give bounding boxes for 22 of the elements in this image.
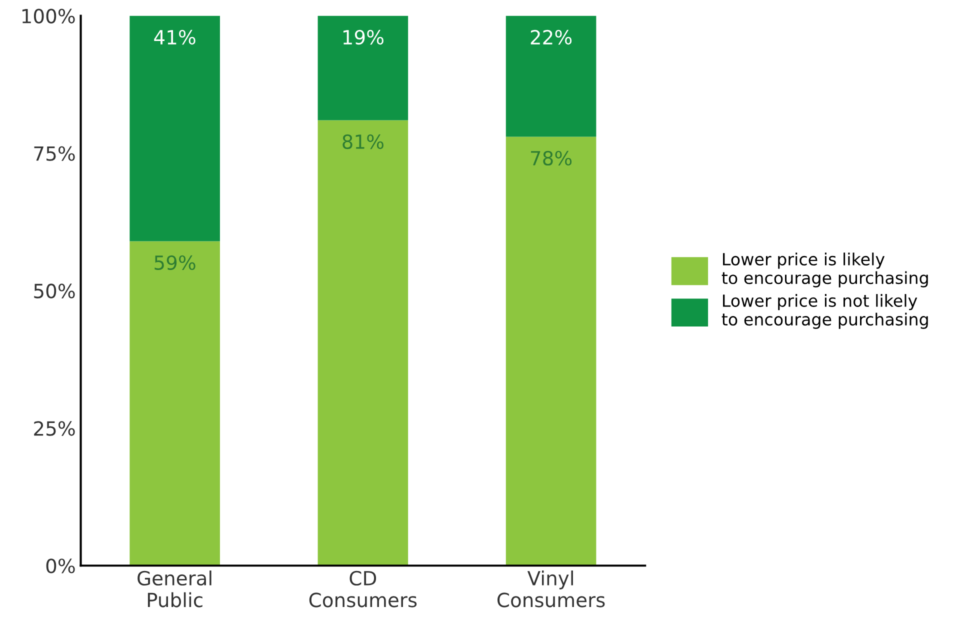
data-label: 19% [343, 30, 384, 45]
y-tick-label: 25% [34, 421, 75, 436]
bar [130, 16, 220, 242]
y-tick-label: 50% [34, 284, 75, 298]
data-label: 78% [531, 150, 572, 166]
y-tick-label: 75% [34, 146, 75, 161]
data-label: 81% [342, 134, 384, 150]
bar [130, 241, 220, 566]
bar [318, 16, 408, 120]
legend-label: Lower price is not likely to encourage purchasing [722, 294, 928, 329]
x-tick-label: Vinyl Consumers [497, 570, 605, 608]
y-tick-label: 0% [46, 558, 75, 574]
bar [318, 120, 408, 566]
data-label: 41% [154, 30, 196, 45]
bar [506, 16, 596, 137]
x-tick-label: General Public [138, 570, 212, 608]
legend-label: Lower price is likely to encourage purchasing [722, 252, 928, 288]
data-label: 59% [154, 255, 196, 270]
data-label: 22% [530, 30, 572, 45]
y-tick-label: 100% [22, 8, 75, 24]
x-tick-label: CD Consumers [309, 570, 417, 608]
bar [506, 136, 596, 566]
